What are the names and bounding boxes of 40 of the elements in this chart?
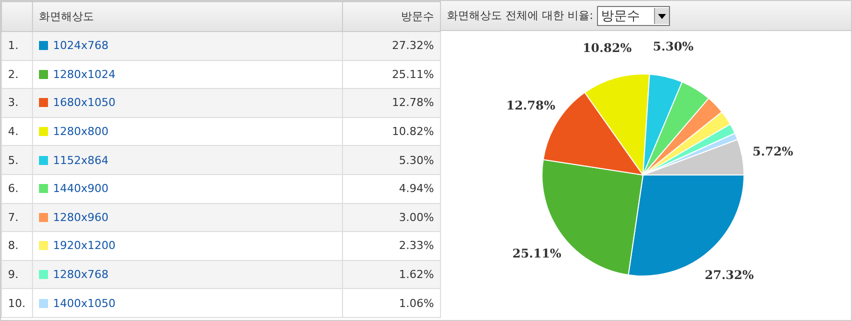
legend-label: 1024x768 [53,39,108,52]
legend-label: 1400x1050 [53,296,116,310]
text: 3. [2,88,32,118]
legend-label: 1280x768 [53,268,108,282]
data-label: 1.62% [342,260,440,289]
data-label: 12.78% [506,98,556,113]
legend-label: 1280x800 [53,125,108,138]
data-label: 5.30% [652,40,694,54]
text: 6. [2,174,32,204]
text: 5.30% [399,154,434,167]
text: 1. [2,32,32,60]
text: 화면해상도 [32,2,342,32]
legend-label: 1680x1050 [53,96,116,110]
legend-label: 1152x864 [53,154,108,167]
text: 5. [2,146,32,174]
legend-label: 1280x960 [53,210,108,224]
text: 10.82% [392,125,434,138]
data-label: 5.72% [752,144,794,158]
data-label: 2.33% [342,232,440,260]
text: 10. [2,288,32,318]
text: 27.32% [392,39,434,52]
legend-label: 1920x1200 [53,239,116,252]
legend-label: 1440x900 [53,182,108,196]
text: 25.11% [392,68,434,81]
text: 12.78% [392,96,434,110]
legend-label: 1280x1024 [53,68,116,81]
data-label: 27.32% [704,268,754,282]
data-label: 4.94% [342,174,440,204]
data-label: 10.82% [582,40,632,55]
text: 2. [2,60,32,89]
data-label: 1.06% [342,288,440,318]
text: 7. [2,203,32,232]
text: 방문수 [342,2,440,32]
data-label: 25.11% [512,246,562,260]
chart-title: 화면해상도 전체에 대한 비율: [447,8,594,23]
text: 9. [2,260,32,289]
text: 4. [2,117,32,146]
dropdown-field: 방문수 [597,6,670,26]
text: 8. [2,232,32,260]
data-label: 3.00% [342,203,440,232]
